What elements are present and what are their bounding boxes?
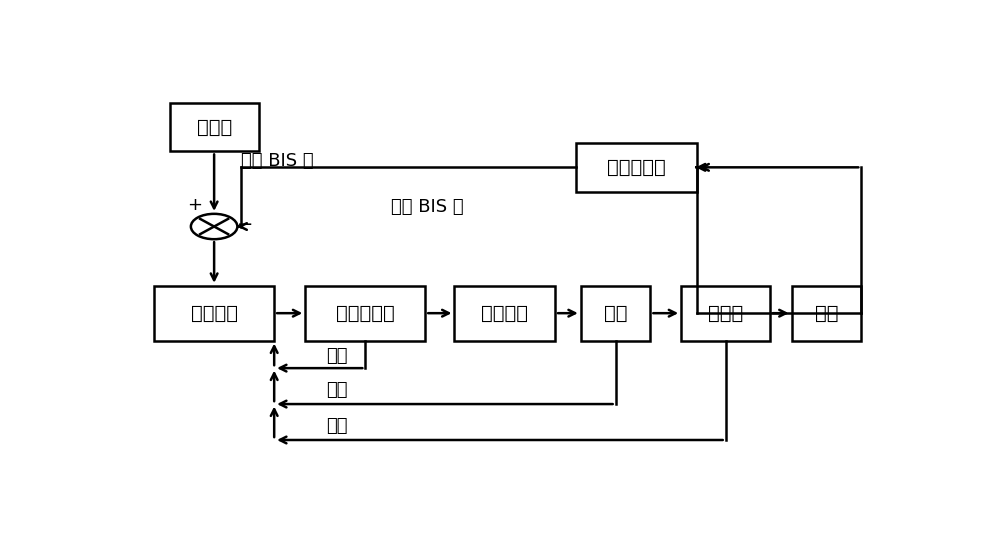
- Text: 设定 BIS 值: 设定 BIS 值: [241, 152, 314, 170]
- Text: 电流: 电流: [326, 347, 348, 365]
- Bar: [576, 143, 697, 192]
- Bar: [681, 285, 770, 340]
- Bar: [792, 285, 861, 340]
- Text: 丝杠: 丝杠: [604, 304, 627, 323]
- Bar: [170, 103, 259, 152]
- Bar: [154, 285, 274, 340]
- Text: 输注泵: 输注泵: [708, 304, 743, 323]
- Text: +: +: [187, 197, 202, 214]
- Bar: [581, 285, 650, 340]
- Text: 位置: 位置: [326, 417, 348, 435]
- Text: 速度: 速度: [326, 381, 348, 399]
- Text: 功率放大器: 功率放大器: [336, 304, 395, 323]
- Text: 生命监护仳: 生命监护仳: [607, 158, 666, 177]
- Text: 实时 BIS 值: 实时 BIS 值: [391, 198, 464, 216]
- Text: 上位机: 上位机: [196, 117, 232, 137]
- Text: 无刻电机: 无刻电机: [481, 304, 528, 323]
- Text: 病人: 病人: [815, 304, 838, 323]
- Bar: [305, 285, 425, 340]
- Bar: [454, 285, 555, 340]
- Text: −: −: [237, 215, 253, 234]
- Text: 控制芯片: 控制芯片: [191, 304, 238, 323]
